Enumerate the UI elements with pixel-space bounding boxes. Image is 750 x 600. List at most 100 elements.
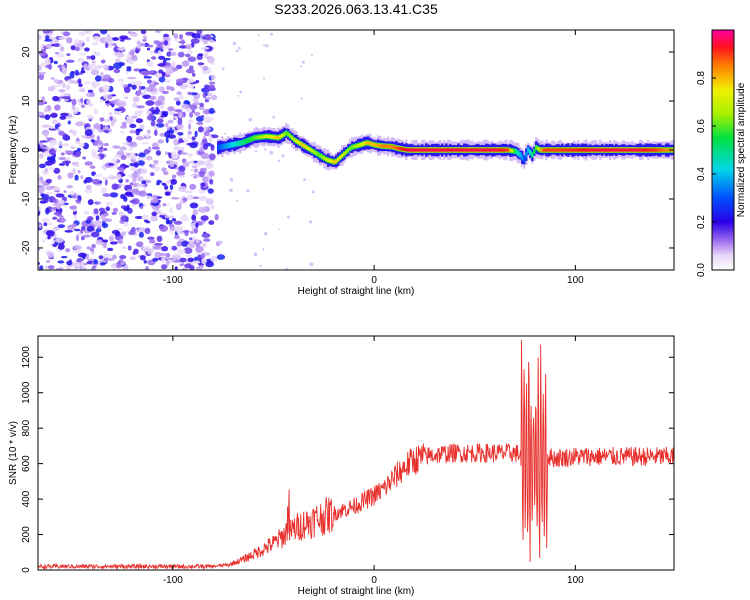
ridge-cell	[329, 159, 332, 163]
noise-blob	[108, 257, 115, 262]
noise-blob	[96, 201, 102, 204]
noise-blob	[74, 43, 83, 47]
noise-blob	[207, 56, 215, 64]
ridge-cell	[267, 134, 270, 139]
noise-blob	[200, 220, 206, 224]
ridge-cell	[299, 142, 302, 146]
noise-blob	[154, 126, 159, 130]
noise-blob	[207, 128, 211, 132]
x-tick-label: 0	[371, 575, 377, 586]
noise-speck	[277, 159, 281, 163]
noise-blob	[156, 118, 164, 124]
noise-blob	[180, 152, 188, 155]
noise-blob	[58, 163, 66, 166]
ridge-cell	[399, 147, 402, 151]
ridge-cell	[575, 148, 578, 152]
noise-blob	[151, 204, 160, 210]
noise-blob	[171, 174, 177, 179]
ridge-cell	[495, 148, 498, 152]
noise-blob	[41, 62, 46, 67]
noise-blob	[49, 113, 58, 118]
noise-blob	[65, 84, 71, 91]
noise-blob	[196, 267, 203, 270]
noise-blob	[204, 252, 211, 256]
noise-blob	[48, 166, 55, 171]
noise-blob	[47, 251, 55, 259]
noise-blob	[67, 172, 74, 179]
noise-blob	[117, 47, 126, 51]
noise-blob	[195, 222, 199, 228]
noise-blob	[145, 110, 152, 115]
noise-blob	[200, 152, 210, 160]
noise-blob	[143, 134, 149, 137]
noise-blob	[125, 179, 129, 183]
noise-blob	[188, 104, 198, 110]
ridge-cell	[583, 148, 586, 152]
noise-blob	[74, 174, 79, 181]
noise-blob	[70, 146, 76, 149]
ridge-cell	[465, 148, 468, 152]
ridge-cell	[553, 148, 556, 152]
noise-blob	[166, 220, 173, 225]
noise-blob	[113, 68, 121, 74]
noise-blob	[187, 119, 194, 124]
noise-blob	[39, 265, 44, 270]
noise-blob	[86, 98, 91, 105]
ridge-cell	[443, 148, 446, 152]
ridge-cell	[511, 149, 514, 153]
ridge-cell	[427, 148, 430, 152]
noise-blob	[57, 217, 66, 223]
y-tick-label: 400	[21, 490, 32, 507]
ridge-cell	[341, 154, 344, 158]
ridge-cell	[537, 147, 540, 151]
noise-blob	[209, 179, 214, 185]
noise-blob	[141, 214, 149, 221]
noise-blob	[75, 249, 81, 253]
noise-blob	[48, 222, 53, 226]
noise-speck	[278, 228, 281, 231]
ridge-cell	[229, 143, 232, 147]
ridge-cell	[305, 145, 308, 149]
ridge-cell	[313, 150, 316, 154]
noise-blob	[90, 231, 100, 238]
noise-blob	[91, 243, 96, 249]
noise-blob	[197, 126, 204, 133]
colorbar-tick-label: 0.6	[696, 119, 707, 133]
noise-blob	[181, 103, 190, 109]
noise-blob	[175, 203, 182, 211]
ridge-cell	[533, 149, 536, 153]
noise-blob	[186, 79, 195, 83]
noise-blob	[80, 52, 86, 56]
noise-blob	[151, 142, 159, 149]
noise-blob	[155, 150, 161, 156]
colorbar-tick-label: 0.4	[696, 167, 707, 181]
noise-blob	[97, 140, 103, 145]
ridge-cell	[283, 132, 286, 136]
ridge-cell	[497, 148, 500, 152]
noise-blob	[52, 197, 57, 203]
noise-blob	[87, 199, 94, 206]
noise-speck	[309, 262, 314, 267]
ridge-cell	[625, 148, 628, 152]
ridge-cell	[431, 148, 434, 152]
noise-blob	[157, 139, 164, 144]
noise-blob	[162, 43, 171, 50]
noise-blob	[81, 135, 86, 139]
noise-speck	[263, 231, 268, 236]
ridge-cell	[573, 148, 576, 152]
noise-blob	[104, 100, 110, 104]
ridge-cell	[359, 143, 362, 147]
noise-blob	[167, 119, 174, 124]
noise-blob	[214, 213, 219, 221]
noise-blob	[169, 160, 175, 167]
noise-blob	[145, 266, 150, 270]
noise-blob	[136, 183, 146, 187]
noise-blob	[113, 62, 122, 70]
noise-blob	[138, 152, 146, 158]
noise-blob	[202, 243, 207, 248]
noise-blob	[100, 30, 108, 35]
noise-blob	[38, 179, 42, 186]
noise-speck	[262, 248, 265, 251]
ridge-cell	[597, 148, 600, 152]
noise-blob	[80, 175, 84, 180]
